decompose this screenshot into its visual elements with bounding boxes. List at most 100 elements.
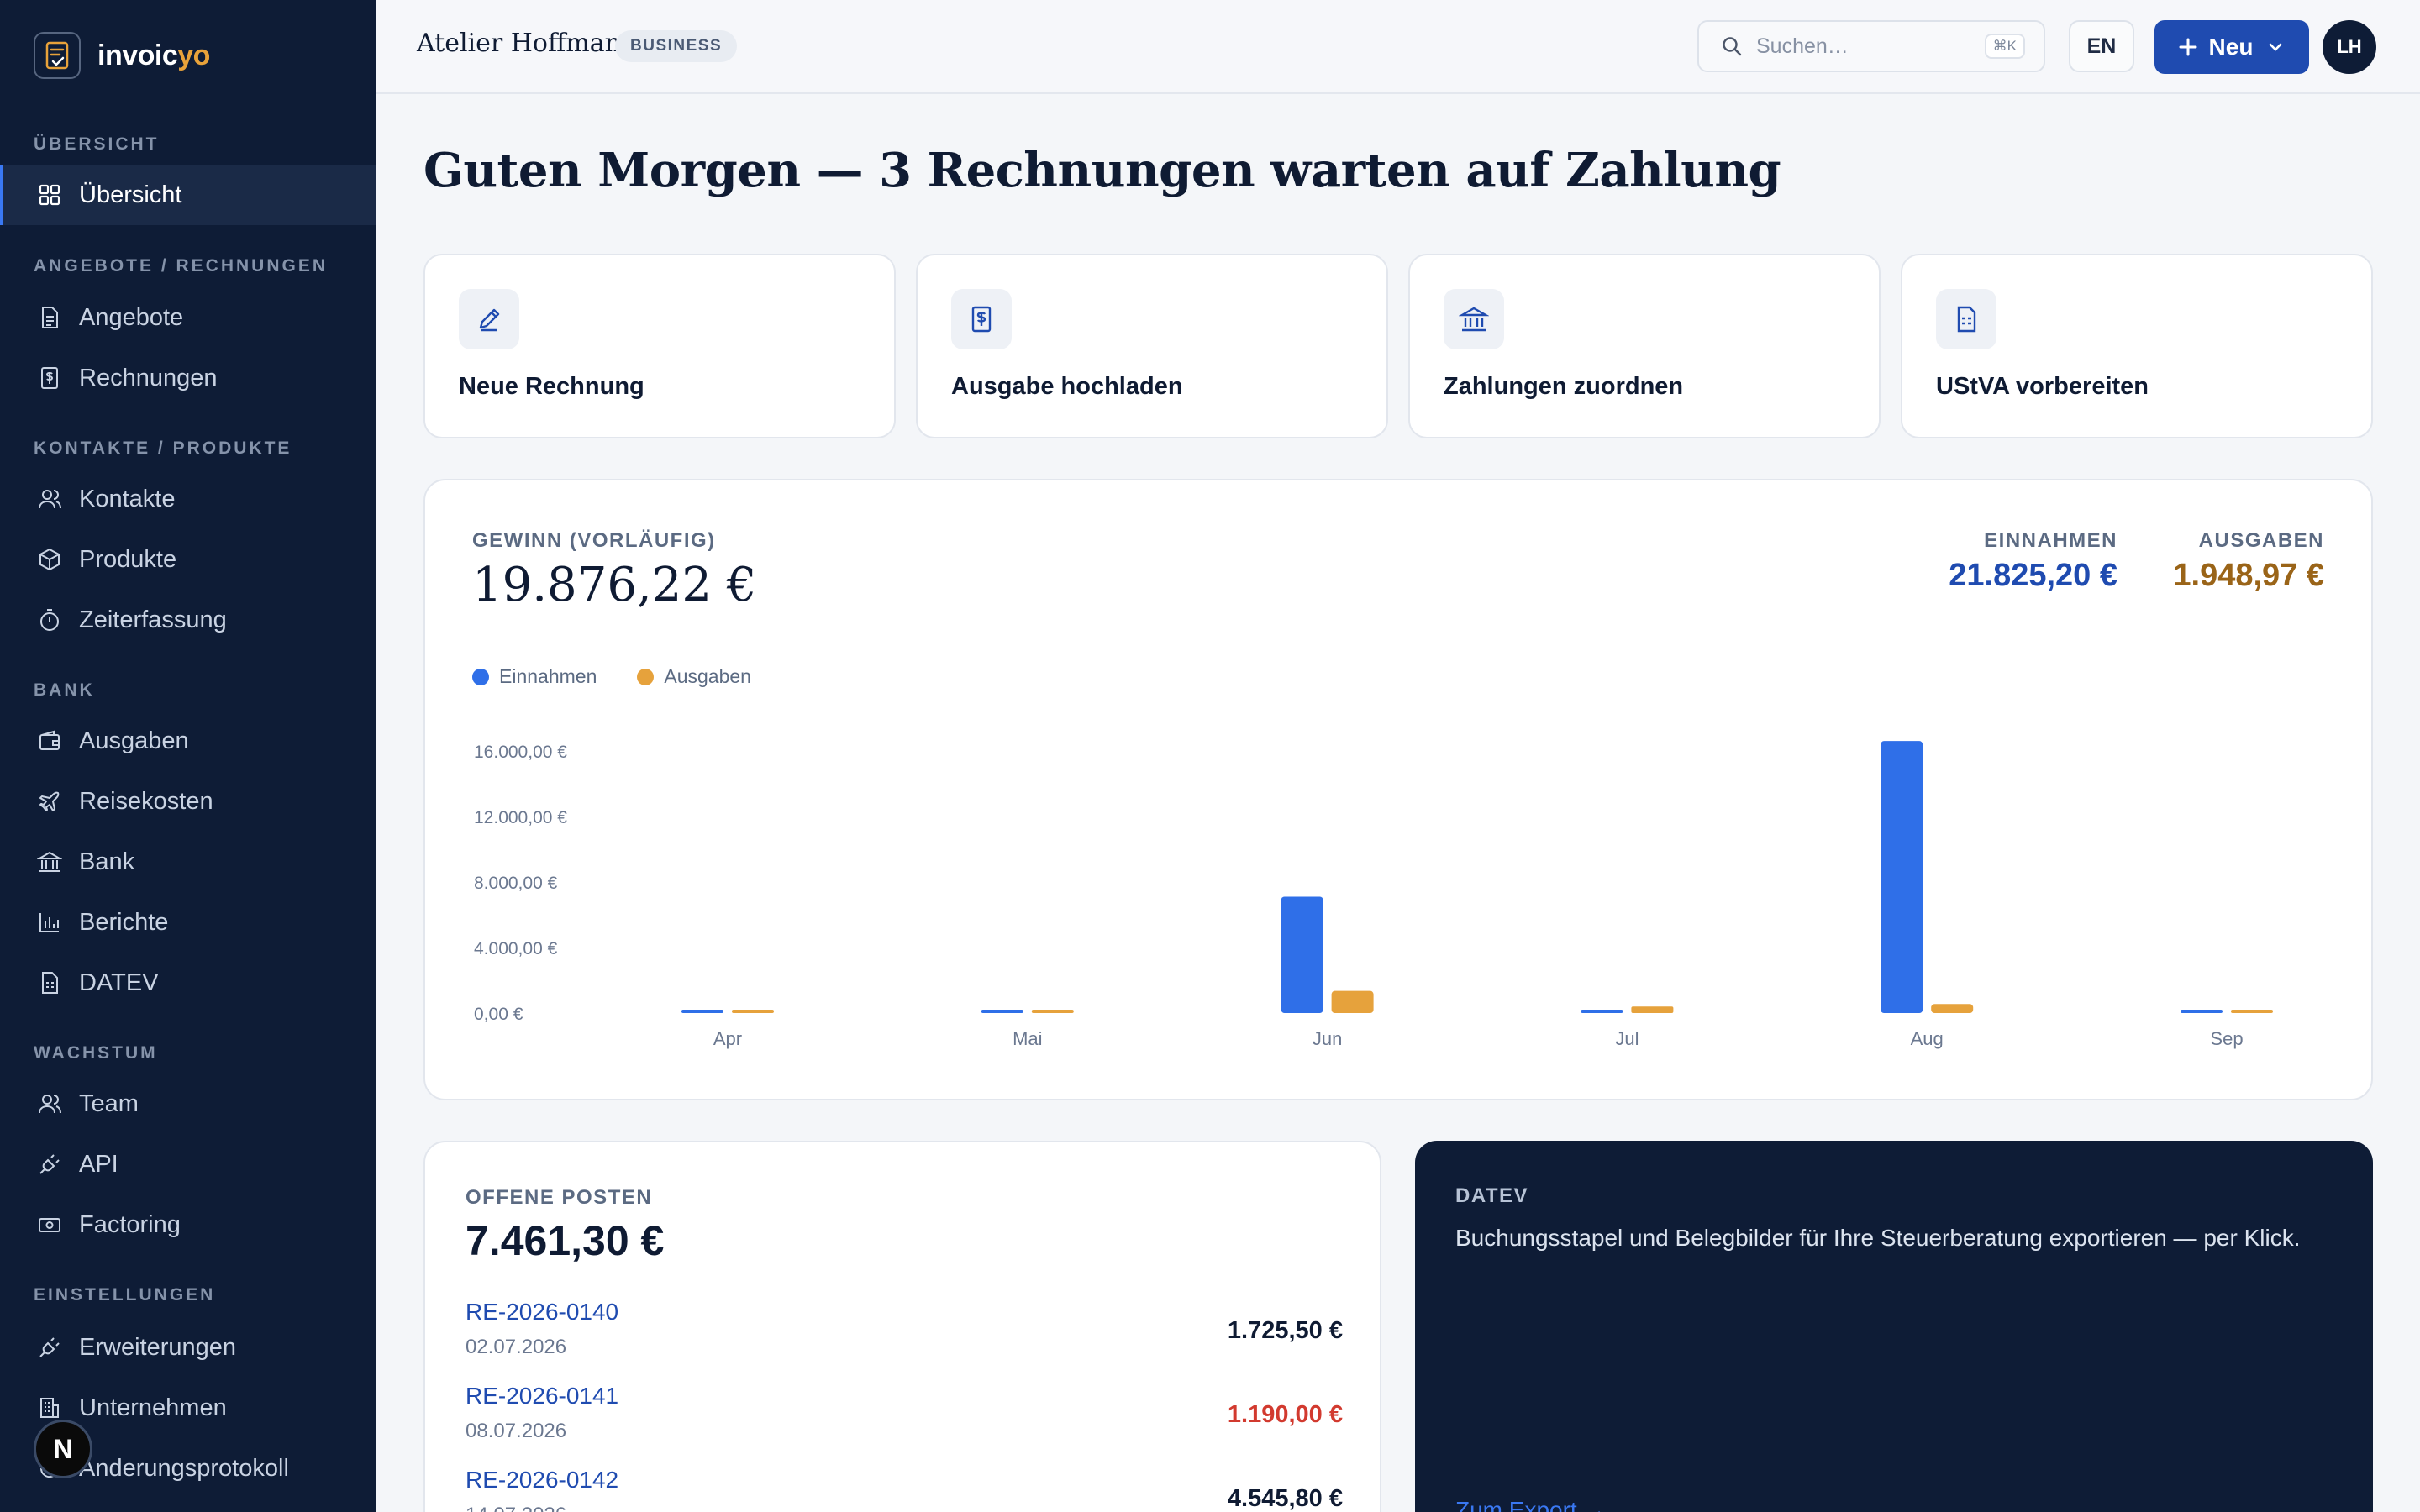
bar-expenses-aug[interactable] xyxy=(1931,1004,1974,1013)
invoice-date: 02.07.2026 xyxy=(466,1336,567,1358)
quick-action-upload-expense[interactable]: Ausgabe hochladen xyxy=(916,254,1388,438)
bank-icon xyxy=(1444,289,1504,349)
box-icon xyxy=(39,548,60,571)
search-icon xyxy=(1723,37,1742,56)
invoice-number[interactable]: RE-2026-0140 xyxy=(466,1299,619,1325)
datev-card: DATEV Buchungsstapel und Belegbilder für… xyxy=(1415,1141,2373,1512)
avatar[interactable]: LH xyxy=(2323,20,2376,74)
sidebar-item-extensions[interactable]: Erweiterungen xyxy=(0,1317,376,1378)
profit-label: GEWINN (VORLÄUFIG) xyxy=(472,529,716,552)
nav-section-quotes-invoices: ANGEBOTE / RECHNUNGEN xyxy=(34,256,329,276)
sidebar-item-label: Kontakte xyxy=(79,485,176,512)
sidebar-item-datev[interactable]: DATEV xyxy=(0,953,376,1013)
language-switch[interactable]: EN xyxy=(2069,20,2134,72)
sidebar-item-factoring[interactable]: Factoring xyxy=(0,1194,376,1255)
sidebar-item-label: Übersicht xyxy=(79,181,182,208)
sidebar-item-bank[interactable]: Bank xyxy=(0,832,376,892)
sidebar-item-label: Ausgaben xyxy=(79,727,189,754)
sidebar-item-overview[interactable]: Übersicht xyxy=(0,165,376,225)
sidebar-item-contacts[interactable]: Kontakte xyxy=(0,469,376,529)
datev-export-link[interactable]: Zum Export → xyxy=(1455,1497,1607,1512)
quick-action-label: Zahlungen zuordnen xyxy=(1444,373,1684,400)
pen-icon xyxy=(459,289,519,349)
bar-income-aug[interactable] xyxy=(1881,741,1923,1013)
company-name[interactable]: Atelier Hoffmann xyxy=(417,29,638,58)
sidebar-item-label: Factoring xyxy=(79,1210,181,1238)
sidebar-item-label: Angebote xyxy=(79,303,184,331)
invoice-row[interactable]: RE-2026-0141 08.07.2026 1.190,00 € xyxy=(466,1383,1343,1467)
quick-action-vat-return[interactable]: UStVA vorbereiten xyxy=(1901,254,2373,438)
sidebar-item-products[interactable]: Produkte xyxy=(0,529,376,590)
stopwatch-icon xyxy=(40,609,59,631)
bar-expenses-jul[interactable] xyxy=(1631,1006,1674,1013)
sidebar-item-label: DATEV xyxy=(79,969,159,996)
bar-income-sep[interactable] xyxy=(2181,1010,2223,1013)
revenue-expense-chart: 0,00 € 4.000,00 € 8.000,00 € 12.000,00 € 16.… xyxy=(474,741,2273,1049)
chevron-down-icon xyxy=(2270,43,2282,51)
invoice-row[interactable]: RE-2026-0140 02.07.2026 1.725,50 € xyxy=(466,1299,1343,1383)
plug-icon xyxy=(39,1154,60,1174)
bar-income-jun[interactable] xyxy=(1281,896,1323,1013)
invoice-amount: 1.725,50 € xyxy=(1227,1317,1343,1344)
sidebar-item-label: Team xyxy=(79,1089,139,1117)
invoice-number[interactable]: RE-2026-0142 xyxy=(466,1467,619,1493)
sidebar-item-label: Zeiterfassung xyxy=(79,606,227,633)
bar-income-jul[interactable] xyxy=(1581,1010,1623,1013)
plus-icon xyxy=(2179,38,2197,56)
search-placeholder: Suchen… xyxy=(1756,34,1849,58)
sidebar-item-team[interactable]: Team xyxy=(0,1074,376,1134)
new-button[interactable]: Neu xyxy=(2154,20,2309,74)
page-title: Guten Morgen — 3 Rechnungen warten auf Z… xyxy=(424,143,1781,198)
logo-text: invoicyo xyxy=(97,39,210,71)
bar-income-apr[interactable] xyxy=(681,1010,723,1013)
sidebar-item-travel-expenses[interactable]: Reisekosten xyxy=(0,771,376,832)
sidebar-item-quotes[interactable]: Angebote xyxy=(0,287,376,348)
sidebar-item-label: Änderungsprotokoll xyxy=(79,1454,289,1482)
y-tick-label: 4.000,00 € xyxy=(474,939,558,958)
bar-income-mai[interactable] xyxy=(981,1010,1023,1013)
nav-section-contacts-products: KONTAKTE / PRODUKTE xyxy=(34,438,292,458)
quick-action-new-invoice[interactable]: Neue Rechnung xyxy=(424,254,896,438)
income-value: 21.825,20 € xyxy=(1949,558,2118,593)
invoice-number[interactable]: RE-2026-0141 xyxy=(466,1383,619,1409)
income-label: EINNAHMEN xyxy=(1984,529,2118,552)
sidebar-item-label: Produkte xyxy=(79,545,177,573)
sidebar-item-label: API xyxy=(79,1150,118,1178)
bar-chart-icon xyxy=(39,913,59,932)
bar-expenses-jun[interactable] xyxy=(1331,990,1374,1013)
sidebar-item-label: Bank xyxy=(79,848,135,875)
logo[interactable]: invoicyo xyxy=(34,32,210,79)
chart-legend: Einnahmen Ausgaben xyxy=(472,665,792,688)
plan-badge: BUSINESS xyxy=(615,30,738,62)
datev-title: DATEV xyxy=(1455,1184,1529,1207)
sidebar-item-reports[interactable]: Berichte xyxy=(0,892,376,953)
grid-icon xyxy=(39,184,60,206)
search-shortcut: ⌘K xyxy=(1984,34,2025,59)
bar-expenses-apr[interactable] xyxy=(732,1010,774,1013)
legend-dot xyxy=(637,668,655,685)
invoice-date: 08.07.2026 xyxy=(466,1420,567,1442)
top-bar: Atelier Hoffmann BUSINESS Suchen… ⌘K EN … xyxy=(376,0,2420,94)
sidebar-item-company[interactable]: Unternehmen xyxy=(0,1378,376,1438)
legend-label: Einnahmen xyxy=(499,665,597,687)
search-input[interactable]: Suchen… ⌘K xyxy=(1697,20,2045,72)
users-icon xyxy=(39,1095,61,1114)
sidebar-item-api[interactable]: API xyxy=(0,1134,376,1194)
dev-tools-badge[interactable]: N xyxy=(34,1420,92,1478)
invoice-row[interactable]: RE-2026-0142 14.07.2026 4.545,80 € xyxy=(466,1467,1343,1512)
x-tick-label: Aug xyxy=(1911,1028,1944,1049)
quick-action-label: Neue Rechnung xyxy=(459,373,644,400)
quick-action-match-payments[interactable]: Zahlungen zuordnen xyxy=(1408,254,1881,438)
sidebar-item-expenses[interactable]: Ausgaben xyxy=(0,711,376,771)
open-items-label: OFFENE POSTEN xyxy=(466,1186,653,1209)
invoice-amount: 4.545,80 € xyxy=(1227,1485,1343,1512)
bar-expenses-sep[interactable] xyxy=(2231,1010,2273,1013)
profit-value: 19.876,22 € xyxy=(472,558,757,612)
bar-expenses-mai[interactable] xyxy=(1031,1010,1074,1013)
legend-item-expenses[interactable]: Ausgaben xyxy=(637,665,751,688)
invoice-date: 14.07.2026 xyxy=(466,1504,566,1512)
sidebar-item-time-tracking[interactable]: Zeiterfassung xyxy=(0,590,376,650)
sidebar-item-invoices[interactable]: Rechnungen xyxy=(0,348,376,408)
file-table-icon xyxy=(42,972,58,994)
legend-item-income[interactable]: Einnahmen xyxy=(472,665,597,688)
